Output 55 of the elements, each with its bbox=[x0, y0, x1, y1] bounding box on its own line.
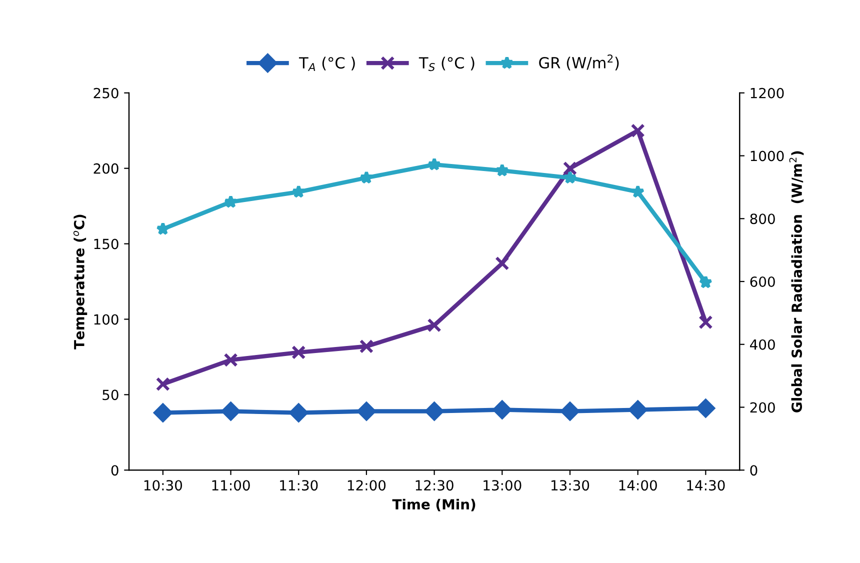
point bbox=[289, 403, 308, 422]
y2-tick-label: 400 bbox=[750, 339, 775, 350]
point bbox=[224, 352, 238, 368]
legend-label: T$_{S}$ (°C ) bbox=[418, 56, 474, 72]
y2-tick-label: 0 bbox=[750, 465, 758, 476]
y-tick-label: 200 bbox=[94, 163, 118, 174]
point bbox=[492, 400, 512, 420]
x-tick-label: 13:30 bbox=[552, 480, 590, 491]
y-tick-label: 250 bbox=[94, 88, 118, 98]
y2-tick-label: 600 bbox=[750, 276, 775, 287]
point bbox=[631, 184, 645, 198]
x-tick-label: 10:30 bbox=[144, 480, 182, 491]
y-tick-label: 0 bbox=[111, 465, 118, 476]
point bbox=[698, 315, 713, 330]
y2-axis-title: Global Solar Radiadiation (W/m$^{2}$) bbox=[789, 151, 804, 412]
point bbox=[424, 402, 444, 421]
point bbox=[154, 403, 172, 422]
y-tick-label: 150 bbox=[94, 238, 118, 250]
point bbox=[562, 161, 578, 176]
point bbox=[628, 400, 648, 420]
legend-label: T$_{A}$ (°C ) bbox=[298, 56, 355, 71]
point bbox=[427, 157, 442, 171]
point bbox=[359, 339, 374, 354]
point bbox=[630, 124, 645, 138]
point bbox=[224, 194, 238, 208]
y-tick-label: 100 bbox=[94, 314, 118, 325]
x-tick-label: 13:00 bbox=[484, 480, 522, 491]
x-tick-label: 14:30 bbox=[687, 480, 725, 491]
legend-label: GR (W/m$^{2}$) bbox=[539, 54, 619, 70]
y-tick-label: 50 bbox=[102, 390, 118, 400]
x-axis-title: Time (Min) bbox=[392, 498, 476, 512]
point bbox=[696, 398, 716, 418]
point bbox=[156, 377, 170, 392]
x-tick-label: 12:00 bbox=[348, 480, 386, 491]
point bbox=[292, 184, 306, 198]
point bbox=[221, 402, 240, 421]
point bbox=[427, 318, 442, 332]
y2-tick-label: 800 bbox=[750, 214, 775, 224]
y-axis-title: Temperature ($^{o}$C) bbox=[73, 214, 88, 350]
point bbox=[698, 275, 712, 288]
point bbox=[292, 345, 306, 360]
y2-tick-label: 1000 bbox=[750, 150, 784, 162]
x-tick-label: 11:00 bbox=[212, 480, 250, 491]
point bbox=[156, 222, 170, 236]
point bbox=[495, 163, 509, 177]
y2-tick-label: 1200 bbox=[750, 88, 784, 98]
point bbox=[495, 256, 510, 270]
point bbox=[560, 402, 580, 421]
y2-tick-label: 200 bbox=[750, 402, 775, 413]
x-tick-label: 12:30 bbox=[416, 480, 454, 491]
point bbox=[563, 170, 577, 184]
point bbox=[360, 170, 374, 184]
x-tick-label: 14:00 bbox=[619, 480, 657, 491]
x-tick-label: 11:30 bbox=[280, 480, 318, 491]
point bbox=[357, 402, 376, 421]
